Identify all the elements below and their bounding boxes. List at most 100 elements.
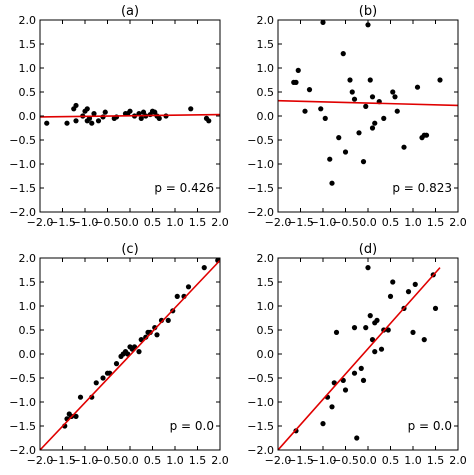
- panel-b-point: [369, 94, 376, 100]
- panel-a-xtick-label: 1.5: [189, 216, 207, 229]
- panel-d-point: [358, 365, 364, 371]
- panel-c-ytick-label: 0.0: [19, 348, 37, 361]
- panel-b-point: [365, 22, 371, 28]
- panel-c-ytick-label: 2.0: [19, 252, 37, 265]
- panel-a-point: [188, 106, 194, 112]
- panel-b-xtick-label: 1.0: [404, 216, 422, 229]
- panel-c-xtick-label: −0.5: [94, 454, 121, 467]
- panel-d-point: [365, 265, 371, 271]
- panel-b-ytick-label: 2.0: [257, 14, 275, 27]
- panel-c-xtick-label: −1.0: [72, 454, 99, 467]
- panel-d: −2.0−1.5−1.0−0.50.00.51.01.52.0−2.0−1.5−…: [247, 242, 466, 467]
- panel-d-point: [405, 289, 412, 295]
- panel-d-point: [333, 329, 340, 335]
- panel-b-point: [342, 149, 349, 155]
- panel-a-xtick-label: −1.0: [72, 216, 99, 229]
- panel-a-point: [140, 109, 147, 115]
- panel-a-xtick-label: −1.5: [49, 216, 76, 229]
- panel-d-point: [412, 281, 418, 287]
- panel-a-xtick-label: 2.0: [211, 216, 229, 229]
- panel-b-point: [351, 96, 358, 102]
- panel-b-xtick-label: −0.5: [332, 216, 359, 229]
- panel-c-point: [100, 375, 106, 381]
- panel-b-point: [394, 108, 400, 114]
- panel-b-point: [360, 159, 367, 165]
- panel-c-xtick-label: 1.0: [166, 454, 184, 467]
- panel-c-ytick-label: 1.0: [19, 300, 37, 313]
- panel-c-point: [165, 317, 171, 323]
- panel-a-point: [206, 118, 212, 124]
- panel-b-point: [372, 120, 378, 126]
- panel-b-point: [327, 156, 333, 162]
- panel-b-point: [295, 67, 301, 73]
- panel-a-ytick-label: −1.5: [9, 182, 36, 195]
- panel-b-ytick-label: 0.5: [257, 86, 275, 99]
- panel-b-xtick-label: 1.5: [427, 216, 445, 229]
- panel-b-point: [293, 79, 299, 85]
- panel-d-xtick-label: 1.0: [404, 454, 422, 467]
- panel-a-point: [95, 118, 102, 124]
- panel-b-xtick-label: −2.0: [265, 216, 292, 229]
- panel-b-xtick-label: 0.5: [382, 216, 400, 229]
- panel-c: −2.0−1.5−1.0−0.50.00.51.01.52.0−2.0−1.5−…: [9, 242, 228, 467]
- panel-b-ytick-label: −1.5: [247, 182, 274, 195]
- panel-a-xtick-label: 1.0: [166, 216, 184, 229]
- panel-a-ytick-label: −2.0: [9, 206, 36, 219]
- panel-c-point: [147, 329, 153, 335]
- panel-b-fit-line: [278, 99, 458, 107]
- panel-a-ytick-label: 1.5: [19, 38, 37, 51]
- panel-d-point: [320, 421, 326, 427]
- panel-b-point: [318, 106, 324, 112]
- panel-b: −2.0−1.5−1.0−0.50.00.51.01.52.0−2.0−1.5−…: [247, 4, 466, 229]
- panel-a-xtick-label: −0.5: [94, 216, 121, 229]
- panel-d-ytick-label: −0.5: [247, 372, 274, 385]
- panel-c-point: [143, 334, 149, 340]
- panel-c-ytick-label: −2.0: [9, 444, 36, 457]
- panel-d-xtick-label: 0.5: [382, 454, 400, 467]
- panel-a-point: [84, 106, 90, 112]
- panel-c-ytick-label: −0.5: [9, 372, 36, 385]
- panel-d-fit-line: [278, 267, 441, 450]
- panel-b-xtick-label: 2.0: [449, 216, 467, 229]
- panel-c-point: [174, 293, 180, 299]
- panel-a-point: [73, 118, 79, 124]
- panel-a-point: [102, 109, 108, 115]
- panel-d-point: [360, 377, 367, 383]
- panel-d-xtick-label: −0.5: [332, 454, 359, 467]
- panel-c-point: [93, 380, 99, 386]
- panel-d-xtick-label: 0.0: [359, 454, 377, 467]
- panel-b-xtick-label: −1.5: [287, 216, 314, 229]
- panel-a-title: (a): [121, 4, 139, 19]
- panel-d-p-value: p = 0.0: [408, 419, 452, 433]
- panel-b-point: [329, 180, 335, 186]
- panel-d-ytick-label: −2.0: [247, 444, 274, 457]
- panel-c-point: [154, 332, 160, 338]
- panel-b-point: [302, 108, 308, 114]
- panel-a-p-value: p = 0.426: [154, 181, 214, 195]
- panel-d-point: [390, 279, 396, 285]
- panel-b-ytick-label: 1.0: [257, 62, 275, 75]
- panel-a-xtick-label: −2.0: [27, 216, 54, 229]
- panel-d-point: [385, 327, 391, 333]
- panel-d-ytick-label: −1.5: [247, 420, 274, 433]
- panel-a-ytick-label: 0.0: [19, 110, 37, 123]
- panel-d-point: [432, 305, 439, 311]
- panel-d-xtick-label: 1.5: [427, 454, 445, 467]
- panel-b-point: [356, 130, 362, 136]
- panel-c-ytick-label: −1.0: [9, 396, 36, 409]
- panel-c-fit-line: [40, 259, 220, 450]
- panel-b-point: [414, 84, 421, 90]
- panel-c-xtick-label: 2.0: [211, 454, 229, 467]
- panel-d-ytick-label: 0.0: [257, 348, 275, 361]
- panel-a-xtick-label: 0.0: [121, 216, 139, 229]
- panel-d-point: [372, 349, 378, 355]
- panel-b-point: [322, 115, 328, 121]
- panel-b-point: [390, 89, 396, 95]
- panel-a-point: [152, 109, 158, 115]
- panel-b-point: [363, 103, 369, 109]
- panel-d-xtick-label: 2.0: [449, 454, 467, 467]
- panel-d-point: [363, 325, 369, 331]
- panel-a-point: [100, 114, 106, 120]
- panel-c-p-value: p = 0.0: [170, 419, 214, 433]
- panel-c-xtick-label: 1.5: [189, 454, 207, 467]
